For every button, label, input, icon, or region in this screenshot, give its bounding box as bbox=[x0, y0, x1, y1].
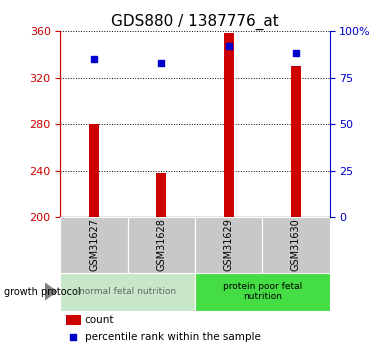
Point bbox=[158, 60, 165, 66]
Bar bbox=[195, 217, 262, 273]
Bar bbox=[262, 217, 330, 273]
Text: GSM31627: GSM31627 bbox=[89, 218, 99, 272]
Bar bbox=[128, 217, 195, 273]
Point bbox=[293, 51, 299, 56]
Point bbox=[91, 56, 97, 62]
Bar bbox=[156, 173, 167, 217]
Bar bbox=[195, 273, 330, 310]
Bar bbox=[89, 124, 99, 217]
Bar bbox=[60, 273, 195, 310]
Bar bbox=[223, 33, 234, 217]
Bar bbox=[66, 315, 81, 325]
Text: normal fetal nutrition: normal fetal nutrition bbox=[79, 287, 176, 296]
Text: GSM31628: GSM31628 bbox=[156, 218, 167, 272]
Point bbox=[70, 335, 76, 340]
Text: percentile rank within the sample: percentile rank within the sample bbox=[85, 333, 261, 342]
Polygon shape bbox=[45, 283, 57, 300]
Bar bbox=[60, 217, 128, 273]
Text: protein poor fetal
nutrition: protein poor fetal nutrition bbox=[223, 282, 302, 301]
Point bbox=[225, 43, 232, 49]
Text: count: count bbox=[85, 315, 114, 325]
Text: growth protocol: growth protocol bbox=[4, 287, 80, 296]
Text: GSM31629: GSM31629 bbox=[223, 218, 234, 272]
Text: GSM31630: GSM31630 bbox=[291, 219, 301, 271]
Title: GDS880 / 1387776_at: GDS880 / 1387776_at bbox=[111, 13, 279, 30]
Bar bbox=[291, 66, 301, 217]
